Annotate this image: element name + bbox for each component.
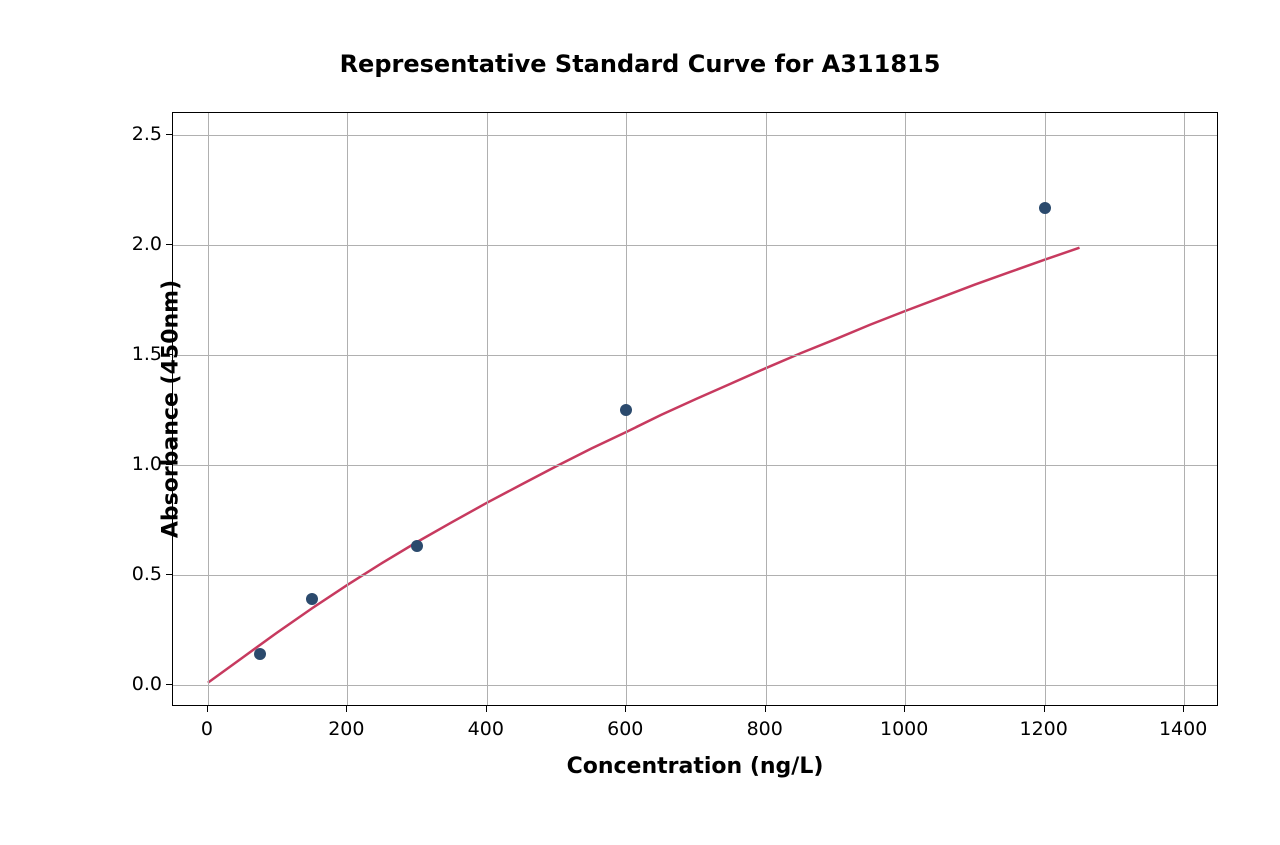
y-axis-label: Absorbance (450nm) — [159, 280, 184, 538]
x-tick — [1183, 706, 1184, 712]
x-tick-label: 1200 — [1019, 718, 1067, 740]
x-tick-label: 400 — [468, 718, 504, 740]
x-tick-label: 200 — [328, 718, 364, 740]
grid-line-horizontal — [173, 245, 1217, 246]
x-tick — [486, 706, 487, 712]
x-tick-label: 1400 — [1159, 718, 1207, 740]
plot-area — [172, 112, 1218, 706]
x-tick-label: 800 — [747, 718, 783, 740]
grid-line-vertical — [208, 113, 209, 705]
x-axis-label: Concentration (ng/L) — [567, 754, 824, 779]
data-point — [1039, 202, 1051, 214]
y-tick-label: 0.5 — [122, 563, 162, 585]
y-tick — [166, 684, 172, 685]
grid-line-vertical — [1184, 113, 1185, 705]
grid-line-horizontal — [173, 355, 1217, 356]
data-point — [411, 540, 423, 552]
data-point — [306, 593, 318, 605]
grid-line-horizontal — [173, 135, 1217, 136]
grid-line-horizontal — [173, 465, 1217, 466]
x-tick — [765, 706, 766, 712]
data-point — [620, 404, 632, 416]
data-point — [254, 648, 266, 660]
y-tick — [166, 354, 172, 355]
y-tick-label: 1.5 — [122, 343, 162, 365]
y-tick-label: 1.0 — [122, 453, 162, 475]
x-tick — [207, 706, 208, 712]
y-tick-label: 0.0 — [122, 673, 162, 695]
grid-line-vertical — [766, 113, 767, 705]
y-tick — [166, 574, 172, 575]
y-tick — [166, 134, 172, 135]
y-tick-label: 2.0 — [122, 233, 162, 255]
x-tick — [904, 706, 905, 712]
grid-line-horizontal — [173, 575, 1217, 576]
x-tick-label: 0 — [201, 718, 213, 740]
y-tick — [166, 244, 172, 245]
x-tick — [1044, 706, 1045, 712]
grid-line-horizontal — [173, 685, 1217, 686]
grid-line-vertical — [905, 113, 906, 705]
y-tick-label: 2.5 — [122, 123, 162, 145]
x-tick — [346, 706, 347, 712]
fitted-curve — [173, 113, 1217, 705]
y-tick — [166, 464, 172, 465]
grid-line-vertical — [487, 113, 488, 705]
x-tick — [625, 706, 626, 712]
grid-line-vertical — [347, 113, 348, 705]
chart-title: Representative Standard Curve for A31181… — [340, 50, 941, 78]
x-tick-label: 600 — [607, 718, 643, 740]
x-tick-label: 1000 — [880, 718, 928, 740]
